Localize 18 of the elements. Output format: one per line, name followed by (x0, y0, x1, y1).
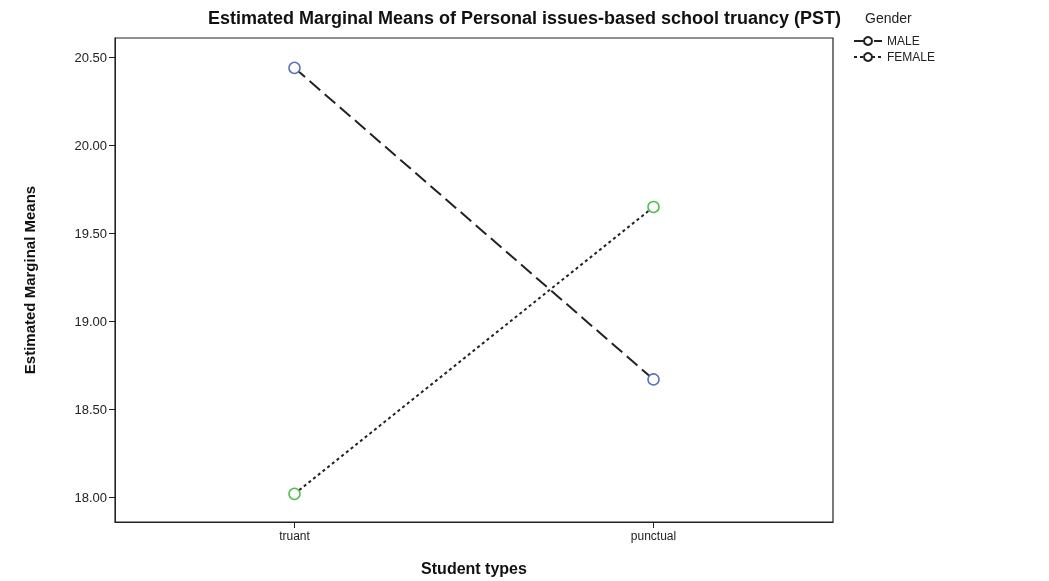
y-tick-label: 18.50 (74, 401, 107, 417)
x-tick-label: truant (279, 529, 311, 543)
chart-title: Estimated Marginal Means of Personal issues-based school truancy (PST) (207, 8, 842, 28)
y-tick-label: 18.00 (74, 489, 107, 505)
legend-title: Gender (865, 10, 913, 26)
y-tick-label: 19.50 (74, 225, 107, 241)
x-tick-label: punctual (630, 529, 677, 543)
legend-label: MALE (887, 34, 920, 48)
y-tick-label: 19.00 (74, 313, 107, 329)
y-tick-label: 20.00 (74, 137, 107, 153)
point (647, 373, 660, 386)
y-tick-label: 20.50 (74, 49, 107, 65)
legend-label: FEMALE (887, 50, 936, 64)
x-axis-title: Student types (421, 559, 527, 577)
y-axis-title: Estimated Marginal Means (21, 185, 38, 375)
point (647, 200, 660, 214)
point (288, 487, 301, 501)
point (288, 61, 301, 75)
